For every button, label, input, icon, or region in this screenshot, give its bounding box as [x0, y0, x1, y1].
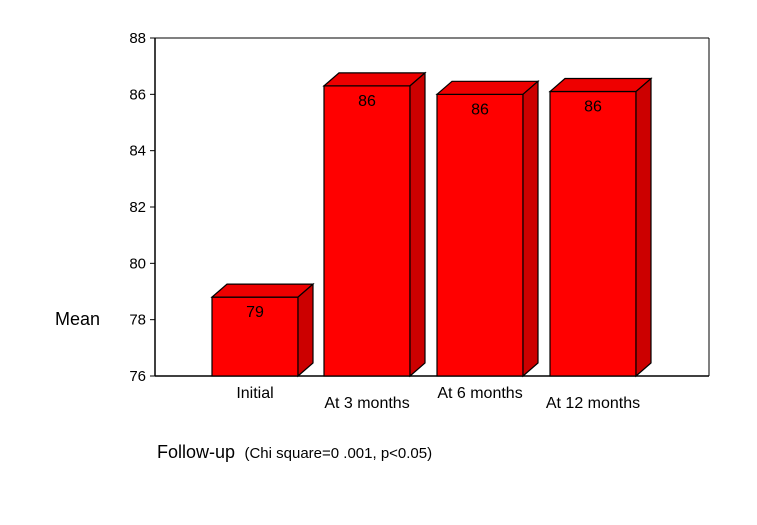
- x-axis-categories: Initial At 3 months At 6 months At 12 month…: [236, 385, 640, 412]
- y-tick-label: 88: [129, 30, 146, 47]
- data-label: 86: [584, 99, 602, 116]
- x-axis-label: Follow-up: [157, 442, 235, 462]
- y-tick-label: 76: [129, 368, 146, 385]
- data-label: 86: [471, 101, 489, 118]
- bar: [435, 80, 540, 378]
- bar-top: [435, 80, 540, 95]
- bars: [210, 71, 653, 378]
- bar-side: [297, 282, 314, 378]
- bar-side: [522, 80, 539, 378]
- data-labels: 79 86 86 86: [246, 93, 602, 321]
- bar-front: [549, 90, 637, 377]
- bar-top: [210, 283, 315, 298]
- y-tick-label: 80: [129, 255, 146, 272]
- data-label: 86: [358, 93, 376, 110]
- y-axis: 76 78 80 82 84 86 88: [129, 30, 156, 385]
- y-axis-label: Mean: [55, 309, 100, 329]
- y-tick-label: 86: [129, 86, 146, 103]
- x-axis-title: Follow-up (Chi square=0 .001, p<0.05): [157, 442, 432, 462]
- y-tick-label: 82: [129, 199, 146, 216]
- bar: [548, 77, 653, 378]
- x-tick-label: At 6 months: [437, 385, 522, 402]
- x-axis-note: (Chi square=0 .001, p<0.05): [244, 445, 432, 462]
- bar-side: [635, 77, 652, 378]
- x-tick-label: At 12 months: [546, 395, 640, 412]
- bar-front: [323, 85, 411, 377]
- y-tick-label: 78: [129, 312, 146, 329]
- bar-side: [409, 71, 426, 378]
- bar-front: [436, 93, 524, 377]
- bar-top: [548, 77, 653, 93]
- bar: [322, 71, 427, 378]
- y-tick-label: 84: [129, 143, 146, 160]
- data-label: 79: [246, 304, 264, 321]
- x-tick-label: Initial: [236, 385, 273, 402]
- bar-top: [322, 72, 427, 87]
- bar-front: [211, 296, 299, 377]
- x-tick-label: At 3 months: [324, 395, 409, 412]
- bar: [210, 282, 315, 378]
